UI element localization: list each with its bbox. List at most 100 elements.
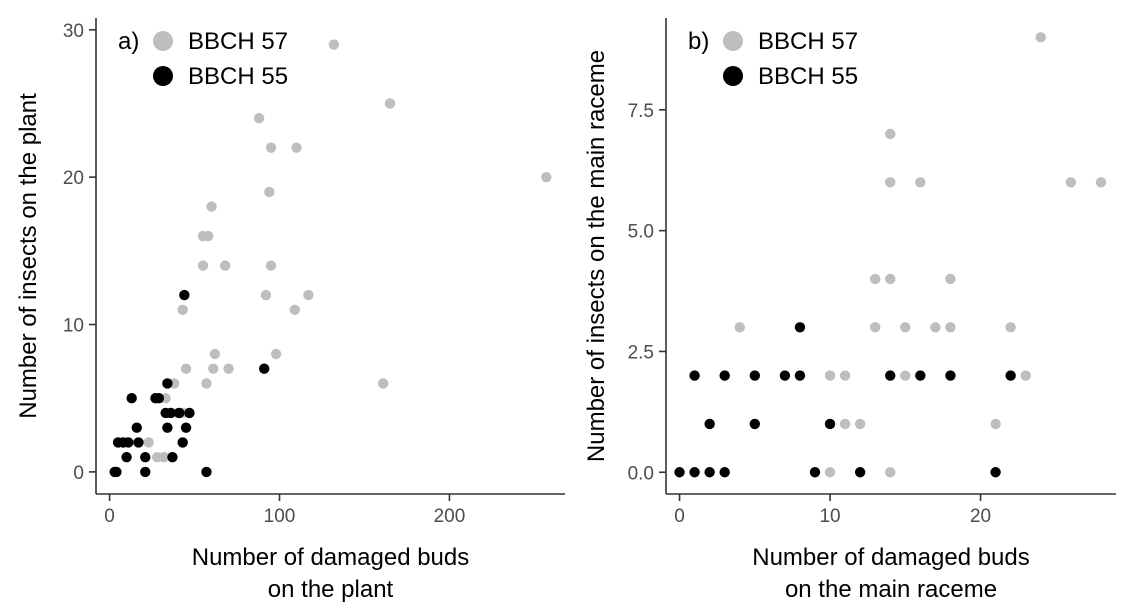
data-point [915, 177, 926, 188]
data-point [131, 422, 142, 433]
data-point [260, 289, 272, 301]
data-point [885, 177, 896, 188]
data-point [689, 370, 700, 381]
data-point [1020, 370, 1031, 381]
data-point [824, 418, 836, 430]
data-point [689, 467, 700, 478]
data-point [177, 304, 188, 315]
x-tick-label: 0 [674, 506, 685, 527]
data-point [749, 418, 760, 430]
data-point [179, 289, 190, 301]
data-point [869, 322, 881, 333]
data-point [174, 407, 185, 419]
data-point [158, 451, 170, 463]
x-tick-label: 10 [819, 506, 840, 527]
data-point [1005, 370, 1016, 381]
data-point [945, 370, 956, 381]
y-tick-label: 20 [63, 168, 84, 189]
data-point [930, 322, 941, 333]
data-point [143, 437, 154, 448]
data-point [265, 260, 277, 271]
x-axis-label: Number of damaged buds [192, 544, 470, 571]
data-point [377, 378, 389, 389]
data-point [839, 370, 851, 381]
data-point [165, 407, 176, 419]
data-point [140, 451, 151, 463]
data-point [162, 378, 173, 389]
data-point [180, 363, 192, 374]
series-bbch-55 [674, 322, 1016, 478]
data-point [1095, 177, 1107, 188]
y-tick-label: 10 [63, 316, 84, 337]
series-bbch-55 [109, 289, 270, 478]
y-tick-label: 30 [63, 21, 84, 42]
y-tick-label: 0 [73, 463, 84, 484]
data-point [885, 128, 896, 140]
data-point [184, 407, 195, 419]
x-axis-label: on the plant [268, 576, 394, 603]
data-point [990, 467, 1001, 478]
data-point [303, 289, 314, 301]
data-point [223, 363, 234, 374]
legend-marker [153, 31, 173, 51]
data-point [197, 260, 209, 271]
data-point [140, 466, 151, 478]
data-point [201, 466, 212, 478]
x-tick-label: 0 [104, 506, 115, 527]
x-tick-label: 20 [970, 506, 991, 527]
data-point [259, 363, 270, 374]
panel-tag: a) [118, 28, 139, 55]
data-point [253, 113, 265, 124]
data-point [990, 418, 1001, 430]
legend-label: BBCH 57 [188, 28, 288, 55]
data-point [885, 273, 896, 285]
data-point [384, 98, 396, 109]
data-point [167, 451, 178, 463]
y-axis-label: Number of insects on the main raceme [583, 50, 610, 462]
data-point [945, 322, 956, 333]
data-point [854, 418, 866, 430]
data-point [704, 418, 715, 430]
data-point [704, 467, 715, 478]
panel-tag: b) [688, 28, 709, 55]
data-point [885, 467, 896, 478]
data-point [111, 466, 122, 478]
data-point [900, 322, 911, 333]
x-axis-label: Number of damaged buds [752, 544, 1030, 571]
data-point [206, 201, 217, 212]
panel-a: 0 100 200 0 10 20 30 Number of damaged buds on t… [15, 18, 565, 603]
data-point [839, 418, 851, 430]
data-point [915, 370, 926, 381]
x-axis-label: on the main raceme [785, 576, 997, 603]
data-point [162, 422, 173, 433]
data-point [794, 370, 806, 381]
data-point [208, 363, 219, 374]
legend-marker [723, 66, 743, 86]
data-point [719, 370, 730, 381]
data-point [1035, 32, 1046, 43]
data-point [794, 322, 806, 333]
legend-label: BBCH 57 [758, 28, 858, 55]
data-point [270, 348, 282, 360]
data-point [779, 370, 791, 381]
data-point [541, 171, 552, 183]
legend-label: BBCH 55 [758, 63, 858, 90]
legend-marker [153, 66, 173, 86]
data-point [328, 39, 340, 50]
data-point [126, 393, 137, 404]
legend-label: BBCH 55 [188, 63, 288, 90]
data-point [202, 230, 214, 242]
data-point [201, 378, 212, 389]
legend-marker [723, 31, 743, 51]
data-point [945, 273, 956, 285]
x-tick-label: 200 [434, 506, 466, 527]
data-point [719, 467, 730, 478]
data-point [885, 370, 896, 381]
data-point [180, 422, 192, 433]
panel-b: 0 10 20 0.0 2.5 5.0 7.5 Number of damaged buds o… [583, 18, 1116, 603]
data-point [265, 142, 277, 153]
data-point [734, 322, 745, 333]
data-point [264, 186, 275, 198]
